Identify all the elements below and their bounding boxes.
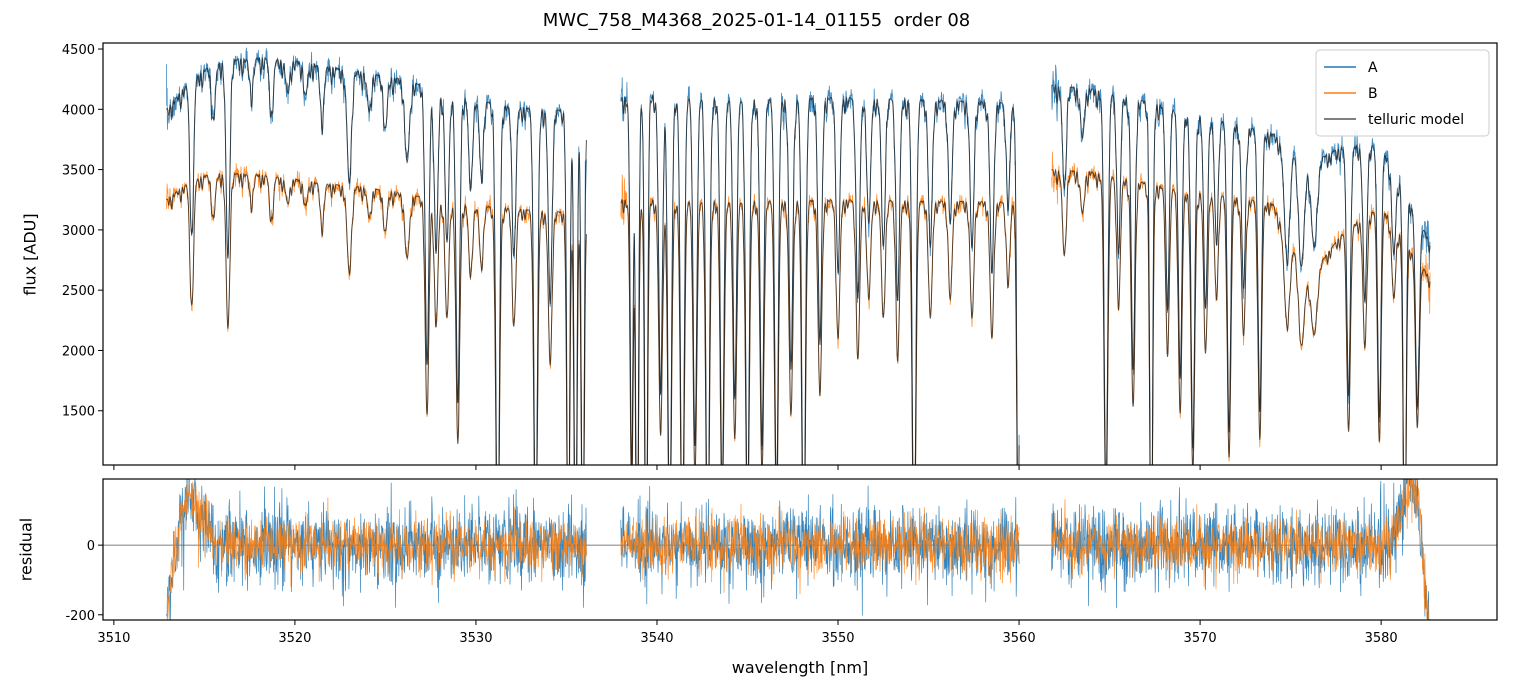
x-tick-label: 3580 <box>1365 631 1398 646</box>
main-plot-area <box>165 47 1431 465</box>
telluric-model-A-line <box>165 57 1431 465</box>
x-tick-label: 3570 <box>1184 631 1217 646</box>
residual-B-line <box>166 479 1431 620</box>
x-tick-label: 3530 <box>459 631 492 646</box>
legend-box <box>1315 49 1490 137</box>
chart-title: MWC_758_M4368_2025-01-14_01155 order 08 <box>542 10 971 31</box>
residual-y-axis-label: residual <box>16 517 36 582</box>
residual-plot-area <box>103 479 1497 620</box>
x-tick-label: 3520 <box>278 631 311 646</box>
x-tick-label: 3510 <box>97 631 130 646</box>
residual-axes-frame <box>102 478 1498 621</box>
legend-label: A <box>1368 60 1378 76</box>
x-tick-label: 3550 <box>821 631 854 646</box>
series-A-line <box>166 47 1431 465</box>
main-y-tick-label: 2000 <box>62 344 95 359</box>
residual-y-tick-label: -200 <box>65 609 95 624</box>
main-y-tick-label: 4000 <box>62 103 95 118</box>
main-y-tick-label: 3500 <box>62 164 95 179</box>
legend-label: B <box>1368 86 1378 102</box>
legend-label: telluric model <box>1368 112 1464 128</box>
main-y-axis-label: flux [ADU] <box>20 213 40 296</box>
x-axis-label: wavelength [nm] <box>731 658 869 677</box>
main-y-tick-label: 1500 <box>62 405 95 420</box>
main-y-tick-label: 3000 <box>62 224 95 239</box>
main-axes-frame <box>102 42 1498 466</box>
telluric-model-B-line <box>166 168 1431 465</box>
main-y-tick-label: 2500 <box>62 284 95 299</box>
residual-y-tick-label: 0 <box>87 539 95 554</box>
main-y-tick-label: 4500 <box>62 43 95 58</box>
x-tick-label: 3540 <box>640 631 673 646</box>
x-tick-label: 3560 <box>1003 631 1036 646</box>
